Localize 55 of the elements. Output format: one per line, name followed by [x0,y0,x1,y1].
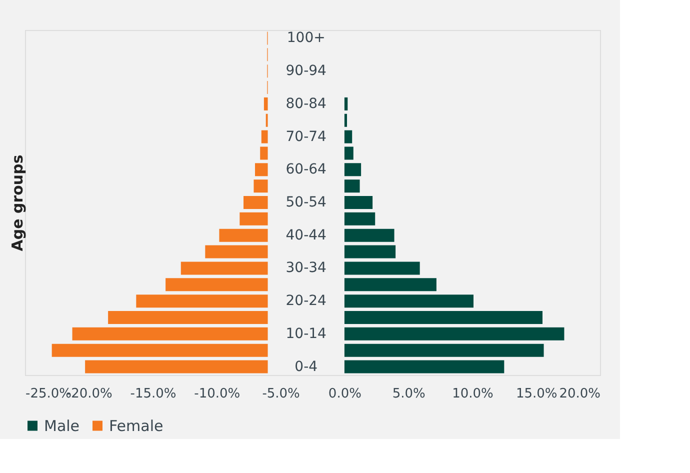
bar [344,278,436,292]
bar [344,245,396,258]
bar [254,180,268,193]
bar [344,262,420,275]
bar [240,212,268,226]
bar [244,196,268,209]
bar [261,130,268,144]
bar [72,327,268,340]
bar [344,146,354,160]
bar [264,97,268,110]
x-tick-label: 15.0% [516,386,558,402]
bar [85,360,268,374]
bar [255,163,268,176]
x-tick-label: -15.0% [130,386,176,402]
bar [344,114,347,127]
legend-label: Male [44,416,80,435]
y-tick-label: 30-34 [286,260,327,276]
y-tick-label: 60-64 [286,162,327,178]
bar [219,228,268,242]
y-tick-label: 90-94 [286,63,327,80]
bar [344,180,360,193]
y-tick-label: 0-4 [294,358,318,375]
y-tick-label: 40-44 [286,227,327,244]
y-axis-title: Age groups [8,154,26,252]
bar [344,130,352,144]
bar [344,360,504,374]
y-tick-label: 100+ [286,30,326,46]
bar [166,278,268,292]
bar [180,262,268,275]
bar [344,327,564,340]
bar [344,228,394,242]
bar [260,146,268,160]
x-tick-label: 20.0% [559,386,600,402]
x-tick-label: -10.0% [194,386,240,402]
bar [344,97,348,110]
bar [344,311,542,324]
bar [136,294,268,308]
bar [344,212,376,226]
y-tick-label: 80-84 [286,96,327,112]
bar [344,163,362,176]
x-tick-label: -5.0% [262,386,300,402]
bar [344,196,373,209]
y-tick-label: 50-54 [286,194,327,210]
bar [344,294,474,308]
y-tick-label: 70-74 [286,128,327,145]
bar [108,311,268,324]
bar [52,344,268,357]
x-tick-label: 5.0% [392,386,426,402]
bar [205,245,268,258]
y-tick-label: 20-24 [286,293,327,310]
x-tick-label: 0.0% [328,386,362,402]
legend-label: Female [109,416,164,435]
y-tick-label: 10-14 [286,326,327,342]
bar [344,344,544,357]
x-tick-label: 10.0% [452,386,494,402]
